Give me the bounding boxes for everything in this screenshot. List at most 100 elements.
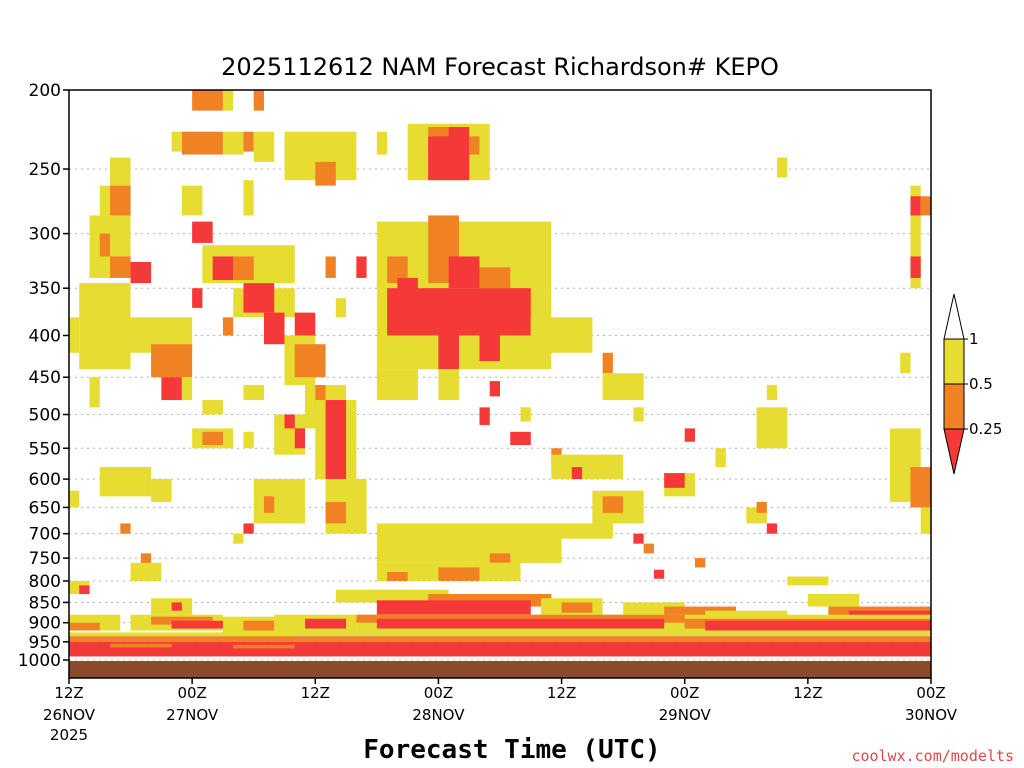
heatmap-cell: [79, 585, 90, 595]
legend-label: 1: [969, 330, 979, 348]
plot-frame: [68, 89, 932, 679]
heatmap-cell: [222, 317, 234, 336]
heatmap-cell: [561, 602, 593, 613]
heatmap-cell: [520, 407, 531, 422]
heatmap-cell: [243, 431, 254, 449]
heatmap-cell: [766, 384, 778, 401]
heatmap-cell: [253, 131, 275, 162]
heatmap-cell: [151, 479, 172, 502]
heatmap-cell: [294, 312, 316, 336]
heatmap-cells: [69, 90, 931, 657]
x-tick-label: 00Z: [916, 684, 945, 702]
heatmap-cell: [438, 369, 459, 401]
heatmap-cell: [530, 317, 593, 353]
heatmap-cell: [110, 643, 172, 648]
y-tick-label: 250: [29, 160, 61, 180]
heatmap-cell: [479, 267, 511, 289]
heatmap-cell: [315, 161, 336, 186]
heatmap-cell: [222, 90, 234, 111]
heatmap-cell: [120, 523, 131, 534]
y-tick-label: 900: [29, 614, 61, 634]
heatmap-cell: [633, 407, 644, 422]
x-tick-label: 12Z: [301, 684, 330, 702]
heatmap-cell: [479, 335, 500, 362]
heatmap-cell: [602, 352, 613, 374]
heatmap-cell: [222, 131, 244, 155]
heatmap-cell: [376, 600, 531, 615]
heatmap-cell: [294, 428, 306, 449]
y-tick-label: 300: [29, 225, 61, 245]
heatmap-cell: [448, 256, 480, 289]
heatmap-cell: [766, 523, 778, 534]
heatmap-cell: [920, 196, 931, 216]
heatmap-cell: [376, 369, 418, 401]
heatmap-cell: [233, 533, 244, 544]
heatmap-cell: [212, 256, 234, 281]
x-tick-date: 29NOV: [659, 706, 712, 724]
heatmap-cell: [920, 507, 931, 534]
x-tick-label: 00Z: [177, 684, 206, 702]
heatmap-cell: [171, 602, 182, 611]
x-tick-label: 12Z: [547, 684, 576, 702]
legend-swatch-0.5-1: [943, 338, 965, 385]
heatmap-cell: [479, 407, 490, 425]
x-tick-year: 2025: [50, 726, 88, 744]
y-tick-label: 950: [29, 633, 61, 653]
heatmap-cell: [243, 384, 264, 401]
heatmap-cell: [69, 622, 100, 631]
heatmap-cell: [202, 431, 223, 446]
color-legend: 1 0.5 0.25: [943, 293, 1002, 475]
heatmap-cell: [181, 131, 223, 155]
heatmap-cell: [89, 377, 100, 408]
heatmap-cell: [243, 283, 275, 313]
heatmap-cell: [602, 373, 644, 401]
heatmap-cell: [140, 553, 152, 573]
chart-title: 2025112612 NAM Forecast Richardson# KEPO: [221, 53, 779, 81]
x-tick-date: 30NOV: [905, 706, 958, 724]
heatmap-cell: [99, 467, 152, 497]
heatmap-cell: [243, 180, 254, 216]
y-tick-label: 1000: [18, 651, 61, 671]
heatmap-cell: [335, 589, 449, 603]
heatmap-cell: [294, 344, 326, 378]
heatmap-cell: [99, 233, 111, 257]
heatmap-cell: [253, 90, 264, 111]
heatmap-cell: [910, 196, 921, 216]
heatmap-cell: [807, 594, 860, 607]
y-tick-label: 800: [29, 572, 61, 592]
heatmap-cell: [305, 618, 347, 629]
y-tick-label: 650: [29, 498, 61, 518]
x-axis: 12Z 26NOV 2025 00Z 27NOV 12Z 00Z 28NOV 12Z 00Z 29N…: [43, 678, 958, 744]
heatmap-cell: [79, 283, 131, 370]
heatmap-cell: [356, 614, 685, 623]
heatmap-cell: [376, 618, 665, 629]
heatmap-cell: [910, 467, 931, 508]
x-tick-date: 26NOV: [43, 706, 96, 724]
heatmap-cell: [715, 448, 726, 468]
y-tick-label: 450: [29, 368, 61, 388]
heatmap-cell: [130, 261, 152, 284]
heatmap-cell: [325, 256, 336, 278]
heatmap-cell: [130, 562, 162, 581]
heatmap-cell: [243, 620, 275, 631]
heatmap-cell: [387, 256, 408, 284]
heatmap-cell: [448, 126, 470, 148]
heatmap-cell: [69, 636, 931, 642]
heatmap-cell: [69, 632, 931, 637]
heatmap-cell: [69, 641, 931, 657]
heatmap-cell: [489, 553, 511, 563]
credit-text: coolwx.com/modelts: [851, 747, 1014, 765]
heatmap-cell: [243, 131, 254, 152]
heatmap-cell: [602, 496, 624, 513]
heatmap-cell: [551, 454, 624, 480]
heatmap-cell: [397, 277, 418, 299]
heatmap-cell: [69, 490, 80, 508]
heatmap-cell: [315, 384, 326, 408]
legend-swatch-above-1: [943, 293, 965, 340]
heatmap-cell: [356, 256, 367, 278]
heatmap-cell: [192, 221, 213, 243]
heatmap-cell: [171, 620, 234, 629]
y-tick-label: 600: [29, 470, 61, 490]
heatmap-cell: [151, 344, 193, 378]
heatmap-cell: [202, 400, 223, 415]
